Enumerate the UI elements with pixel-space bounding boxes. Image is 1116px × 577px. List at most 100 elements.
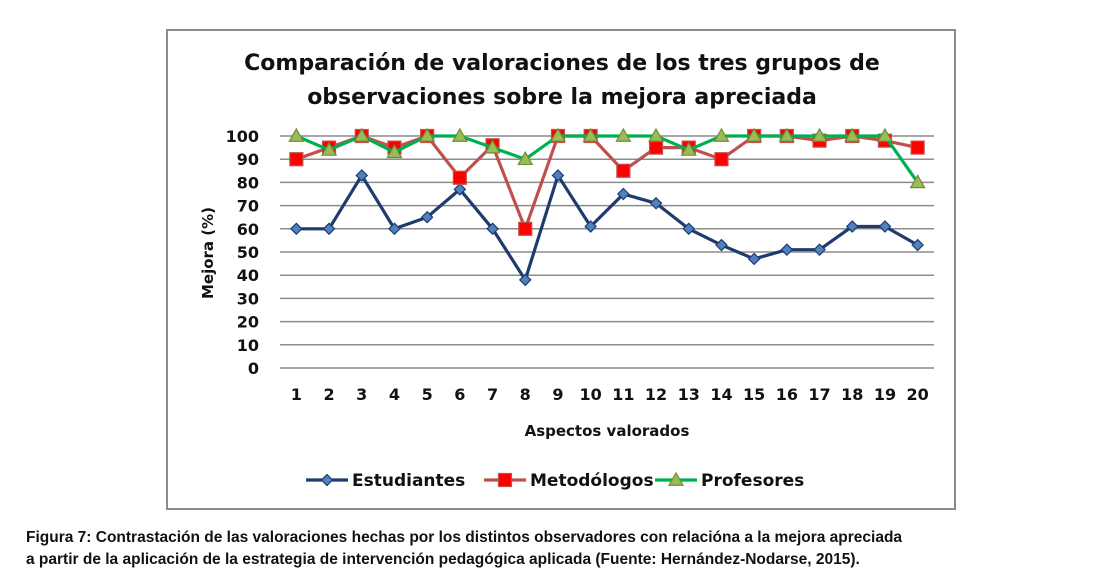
x-tick-label: 19: [874, 385, 896, 404]
data-point: [288, 127, 305, 142]
data-point: [584, 220, 597, 233]
data-point: [321, 141, 338, 156]
data-point: [878, 220, 892, 233]
data-point: [746, 127, 763, 142]
data-point: [811, 127, 828, 142]
x-tick-label: 15: [743, 385, 765, 404]
x-tick-label: 12: [645, 385, 667, 404]
data-point: [453, 183, 467, 196]
y-axis-ticks: 0 10 20 30 40 50 60 70 80 90 100: [226, 127, 259, 378]
x-tick-label: 10: [580, 385, 602, 404]
data-point: [486, 222, 499, 236]
data-point: [910, 140, 925, 155]
x-tick-label: 13: [678, 385, 700, 404]
data-point: [682, 222, 696, 236]
y-tick-label: 30: [237, 289, 259, 308]
data-point: [714, 152, 729, 167]
y-tick-label: 70: [237, 197, 259, 216]
data-point: [813, 243, 826, 257]
x-tick-label: 1: [291, 385, 302, 404]
legend-item: Estudiantes: [306, 471, 465, 491]
legend: Estudiantes Metodólogos Profesores: [306, 471, 804, 491]
legend-label: Estudiantes: [352, 471, 465, 491]
series-group: [288, 127, 926, 287]
x-tick-label: 9: [552, 385, 563, 404]
data-point: [747, 252, 761, 266]
y-tick-label: 80: [237, 173, 259, 192]
legend-marker: [320, 473, 334, 487]
legend-item: Metodólogos: [484, 471, 654, 491]
series-profesores: [288, 127, 926, 189]
data-point: [582, 127, 599, 142]
y-tick-label: 20: [237, 313, 259, 332]
x-axis-ticks: 1 2 3 4 5 6 7 8 9 10 11 12 13 14 15 16 17 18 19 20: [291, 385, 929, 404]
x-tick-label: 2: [323, 385, 334, 404]
chart-title-line-1: Comparación de valoraciones de los tres …: [244, 51, 880, 76]
data-point: [419, 127, 436, 142]
figure-caption: Figura 7: Contrastación de las valoracio…: [26, 527, 1111, 571]
y-tick-label: 40: [237, 266, 259, 285]
data-point: [649, 196, 663, 210]
x-tick-label: 3: [356, 385, 367, 404]
data-point: [680, 141, 697, 156]
data-point: [451, 127, 468, 142]
data-point: [845, 220, 859, 233]
data-point: [518, 221, 533, 236]
data-point: [290, 222, 303, 236]
caption-line-1: Figura 7: Contrastación de las valoracio…: [26, 529, 903, 546]
data-point: [551, 169, 565, 182]
x-tick-label: 11: [612, 385, 634, 404]
series-estudiantes: [290, 169, 924, 287]
legend-label: Profesores: [701, 471, 804, 491]
x-tick-label: 20: [907, 385, 929, 404]
y-axis-label: Mejora (%): [199, 207, 217, 299]
chart-title-line-2: observaciones sobre la mejora apreciada: [307, 85, 817, 110]
chart-area: [166, 29, 956, 510]
data-point: [353, 127, 370, 142]
legend-marker: [497, 472, 513, 488]
data-point: [322, 222, 336, 236]
data-point: [549, 127, 566, 142]
data-point: [648, 140, 664, 155]
x-tick-label: 7: [487, 385, 498, 404]
data-point: [909, 174, 926, 189]
data-point: [648, 127, 665, 142]
data-point: [844, 127, 861, 142]
y-tick-label: 90: [237, 150, 259, 169]
legend-item: Profesores: [655, 471, 804, 491]
x-tick-label: 8: [520, 385, 531, 404]
x-tick-label: 14: [710, 385, 732, 404]
data-point: [911, 238, 924, 252]
caption-line-2: a partir de la aplicación de la estrateg…: [26, 551, 860, 568]
data-point: [780, 243, 794, 257]
data-point: [484, 139, 501, 154]
y-tick-label: 60: [237, 220, 259, 239]
data-point: [715, 238, 728, 252]
data-point: [778, 127, 795, 142]
data-point: [388, 222, 401, 236]
x-tick-label: 6: [454, 385, 465, 404]
y-tick-label: 50: [237, 243, 259, 262]
data-point: [616, 163, 631, 178]
data-point: [615, 127, 632, 142]
data-point: [355, 169, 369, 182]
y-tick-label: 10: [237, 336, 259, 355]
data-point: [517, 150, 534, 166]
data-point: [289, 152, 304, 167]
data-point: [876, 127, 893, 142]
line-chart: Comparación de valoraciones de los tres …: [199, 51, 934, 491]
x-tick-label: 5: [422, 385, 433, 404]
data-point: [713, 127, 730, 142]
x-tick-label: 4: [389, 385, 400, 404]
data-point: [452, 170, 467, 185]
data-point: [420, 210, 434, 224]
data-point: [518, 273, 532, 287]
legend-marker: [667, 471, 685, 486]
x-tick-label: 17: [808, 385, 830, 404]
x-tick-label: 18: [841, 385, 863, 404]
legend-label: Metodólogos: [530, 471, 654, 491]
gridlines: [280, 135, 934, 369]
series-line: [295, 134, 919, 184]
y-tick-label: 0: [248, 359, 259, 378]
data-point: [386, 144, 403, 159]
